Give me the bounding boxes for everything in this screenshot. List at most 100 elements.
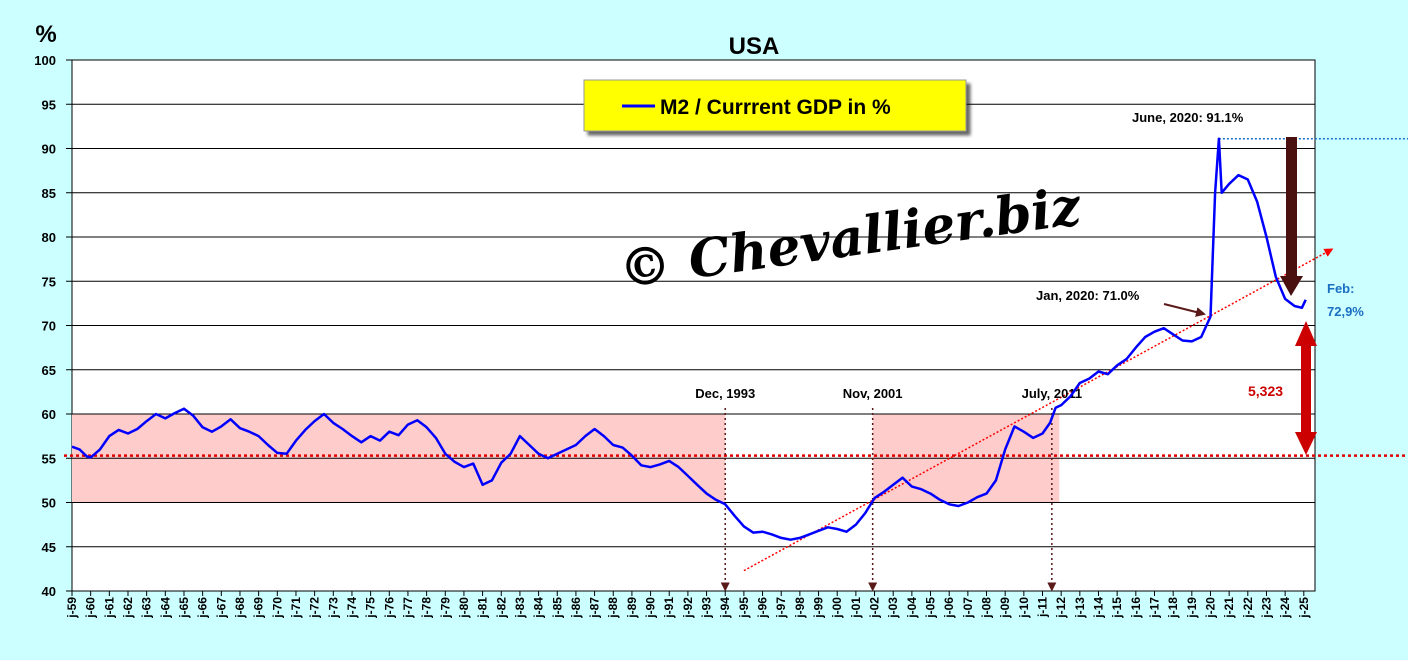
x-tick-j-09: j-09 (998, 597, 1012, 619)
x-tick-j-66: j-66 (196, 597, 210, 619)
y-axis-label: % (35, 21, 56, 48)
x-tick-j-71: j-71 (289, 597, 303, 619)
x-tick-j-87: j-87 (588, 597, 602, 619)
x-tick-j-97: j-97 (774, 597, 788, 619)
x-tick-j-73: j-73 (326, 597, 340, 619)
series-line-m2-gdp (71, 137, 1307, 541)
chart-title: USA (729, 33, 780, 60)
vertical-marker-label-2: July, 2011 (1022, 386, 1082, 401)
x-tick-j-86: j-86 (569, 597, 583, 619)
x-tick-j-83: j-83 (513, 597, 527, 619)
x-tick-j-02: j-02 (868, 597, 882, 619)
x-tick-j-68: j-68 (233, 597, 247, 619)
x-tick-j-78: j-78 (420, 597, 434, 619)
x-tick-j-94: j-94 (718, 597, 732, 619)
x-tick-labels: j-59 j-60 j-61 j-62 j-63 j-64 j-65 j-66 j-67 j-68… (65, 591, 1311, 619)
peak-decline-arrow (1280, 137, 1303, 296)
y-tick-100: 100 (34, 53, 56, 68)
x-tick-j-79: j-79 (438, 597, 452, 619)
x-tick-j-80: j-80 (457, 597, 471, 619)
peak-annotation: June, 2020: 91.1% (1132, 110, 1244, 125)
y-tick-70: 70 (42, 319, 56, 334)
x-tick-j-64: j-64 (158, 597, 172, 619)
x-tick-j-72: j-72 (308, 597, 322, 619)
x-tick-j-92: j-92 (681, 597, 695, 619)
y-tick-40: 40 (42, 584, 56, 599)
gap-value: 5,323 (1248, 383, 1283, 399)
x-tick-j-24: j-24 (1278, 597, 1292, 619)
x-tick-j-99: j-99 (812, 597, 826, 619)
legend-series-name: M2 / Currrent GDP in % (660, 96, 891, 119)
x-tick-j-13: j-13 (1073, 597, 1087, 619)
x-tick-j-20: j-20 (1203, 597, 1217, 619)
x-tick-j-21: j-21 (1222, 597, 1236, 619)
y-tick-45: 45 (42, 540, 56, 555)
x-tick-j-23: j-23 (1259, 597, 1273, 619)
x-tick-j-60: j-60 (84, 597, 98, 619)
x-tick-j-70: j-70 (270, 597, 284, 619)
x-tick-j-93: j-93 (700, 597, 714, 619)
x-tick-j-85: j-85 (550, 597, 564, 619)
x-tick-j-00: j-00 (830, 597, 844, 619)
x-tick-j-91: j-91 (662, 597, 676, 619)
y-tick-80: 80 (42, 230, 56, 245)
vertical-marker-label-1: Nov, 2001 (843, 386, 903, 401)
legend: M2 / Currrent GDP in % (583, 79, 967, 132)
y-tick-85: 85 (42, 186, 56, 201)
x-tick-j-14: j-14 (1092, 597, 1106, 619)
x-tick-j-77: j-77 (401, 597, 415, 619)
x-tick-j-10: j-10 (1017, 597, 1031, 619)
y-tick-90: 90 (42, 142, 56, 157)
vertical-markers: Dec, 1993 Nov, 2001 July, 2011 (695, 386, 1082, 592)
x-tick-j-61: j-61 (102, 597, 116, 619)
gap-double-arrow (1295, 321, 1317, 455)
y-tick-60: 60 (42, 407, 56, 422)
x-tick-j-81: j-81 (476, 597, 490, 619)
reference-lines (64, 138, 1408, 572)
x-tick-j-82: j-82 (494, 597, 508, 619)
x-tick-j-69: j-69 (252, 597, 266, 619)
x-tick-j-25: j-25 (1297, 597, 1311, 619)
y-tick-95: 95 (42, 97, 56, 112)
x-tick-j-03: j-03 (886, 597, 900, 619)
jan2020-arrow (1163, 303, 1206, 317)
x-tick-j-07: j-07 (961, 597, 975, 619)
y-tick-75: 75 (42, 274, 56, 289)
x-tick-j-98: j-98 (793, 597, 807, 619)
x-tick-j-05: j-05 (924, 597, 938, 619)
y-tick-labels: 40 45 50 55 60 65 70 75 80 85 90 95 100 (34, 53, 72, 599)
x-tick-j-63: j-63 (140, 597, 154, 619)
x-tick-j-11: j-11 (1036, 597, 1050, 618)
x-tick-j-76: j-76 (382, 597, 396, 619)
x-tick-j-12: j-12 (1054, 597, 1068, 619)
x-tick-j-06: j-06 (942, 597, 956, 619)
y-tick-50: 50 (42, 496, 56, 511)
y-tick-65: 65 (42, 363, 56, 378)
x-tick-j-65: j-65 (177, 597, 191, 619)
x-tick-j-62: j-62 (121, 597, 135, 619)
x-tick-j-17: j-17 (1147, 597, 1161, 619)
vertical-marker-label-0: Dec, 1993 (695, 386, 755, 401)
x-tick-j-88: j-88 (606, 597, 620, 619)
x-tick-j-18: j-18 (1166, 597, 1180, 619)
x-tick-j-95: j-95 (737, 597, 751, 619)
x-tick-j-90: j-90 (644, 597, 658, 619)
x-tick-j-08: j-08 (980, 597, 994, 619)
x-tick-j-75: j-75 (364, 597, 378, 619)
x-tick-j-67: j-67 (214, 597, 228, 619)
y-tick-55: 55 (42, 451, 56, 466)
x-tick-j-19: j-19 (1185, 597, 1199, 619)
x-tick-j-16: j-16 (1129, 597, 1143, 619)
x-tick-j-04: j-04 (905, 597, 919, 619)
gridlines (72, 103, 1315, 548)
jan2020-annotation: Jan, 2020: 71.0% (1036, 288, 1140, 303)
x-tick-j-01: j-01 (849, 597, 863, 619)
x-tick-j-89: j-89 (625, 597, 639, 619)
x-tick-j-22: j-22 (1241, 597, 1255, 619)
x-tick-j-59: j-59 (65, 597, 79, 619)
x-tick-j-84: j-84 (532, 597, 546, 619)
feb-value: 72,9% (1327, 304, 1364, 319)
x-tick-j-96: j-96 (756, 597, 770, 619)
x-tick-j-74: j-74 (345, 597, 359, 619)
